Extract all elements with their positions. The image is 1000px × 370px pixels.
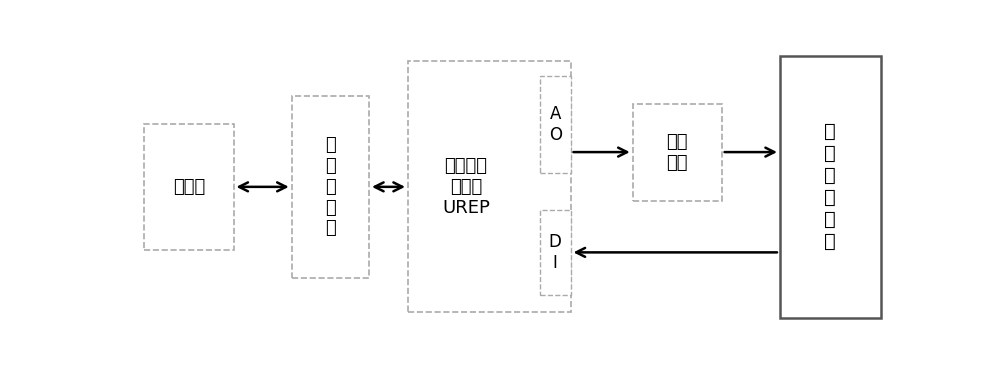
Text: 上位机: 上位机 [173, 178, 205, 196]
Text: 功率
机箱: 功率 机箱 [666, 133, 688, 172]
FancyBboxPatch shape [540, 76, 571, 172]
FancyBboxPatch shape [292, 96, 369, 278]
Text: 以
太
网
模
块: 以 太 网 模 块 [325, 136, 336, 238]
FancyBboxPatch shape [780, 56, 881, 318]
FancyBboxPatch shape [408, 61, 571, 312]
Text: D
I: D I [549, 233, 562, 272]
FancyBboxPatch shape [540, 210, 571, 295]
Text: A
O: A O [549, 105, 562, 144]
FancyBboxPatch shape [144, 124, 234, 249]
FancyBboxPatch shape [633, 104, 722, 201]
Text: 继
电
保
护
装
置: 继 电 保 护 装 置 [824, 122, 836, 251]
Text: 通用实时
仿真器
UREP: 通用实时 仿真器 UREP [442, 157, 490, 217]
